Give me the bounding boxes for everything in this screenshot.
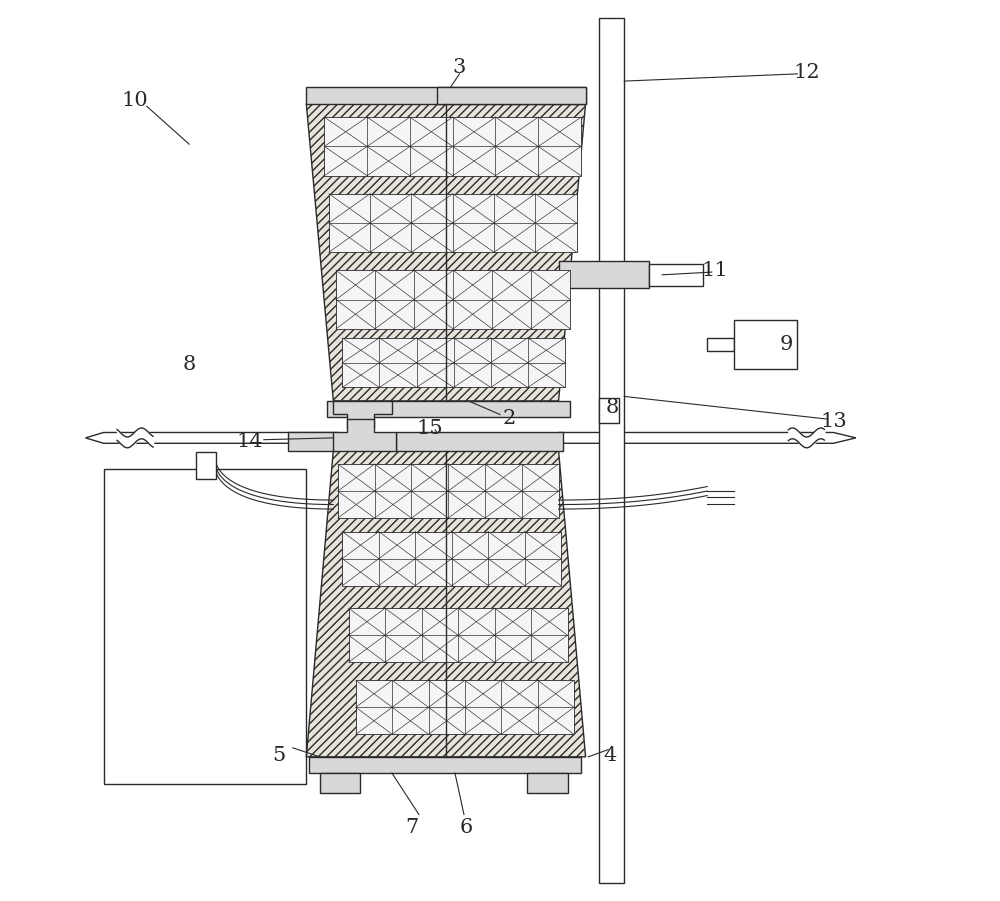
Bar [356,680,574,734]
Text: 7: 7 [405,817,418,837]
Text: 5: 5 [273,745,286,765]
Text: 9: 9 [780,334,793,354]
Bar [527,773,568,793]
Polygon shape [333,419,396,450]
Bar [396,432,563,450]
Bar [707,338,734,351]
Text: 13: 13 [820,412,847,432]
Text: 8: 8 [606,397,619,417]
Bar [320,773,360,793]
Bar [336,270,570,329]
Bar [649,264,703,286]
Bar [327,401,570,417]
Polygon shape [306,450,586,757]
Bar [324,117,581,176]
Text: 6: 6 [459,817,472,837]
Bar [559,261,649,288]
Bar [437,87,586,104]
Bar [329,194,577,252]
Bar [342,532,561,586]
Bar [288,432,338,450]
Bar [599,18,624,883]
Text: 3: 3 [453,58,466,77]
Bar [349,608,568,662]
Text: 11: 11 [701,260,728,280]
Bar [734,320,797,369]
Polygon shape [333,401,392,428]
Bar [306,87,586,104]
Bar [104,469,306,784]
Text: 2: 2 [502,409,516,429]
Bar [338,464,559,518]
Bar [196,452,216,479]
Bar [599,398,619,423]
Text: 8: 8 [183,355,196,375]
Text: 4: 4 [603,745,617,765]
Polygon shape [559,432,856,443]
Text: 14: 14 [236,432,263,451]
Text: 15: 15 [416,419,443,439]
Bar [309,757,581,773]
Polygon shape [306,104,586,401]
Polygon shape [86,432,333,443]
Text: 12: 12 [793,62,820,82]
Bar [342,338,565,387]
Text: 10: 10 [122,91,148,111]
